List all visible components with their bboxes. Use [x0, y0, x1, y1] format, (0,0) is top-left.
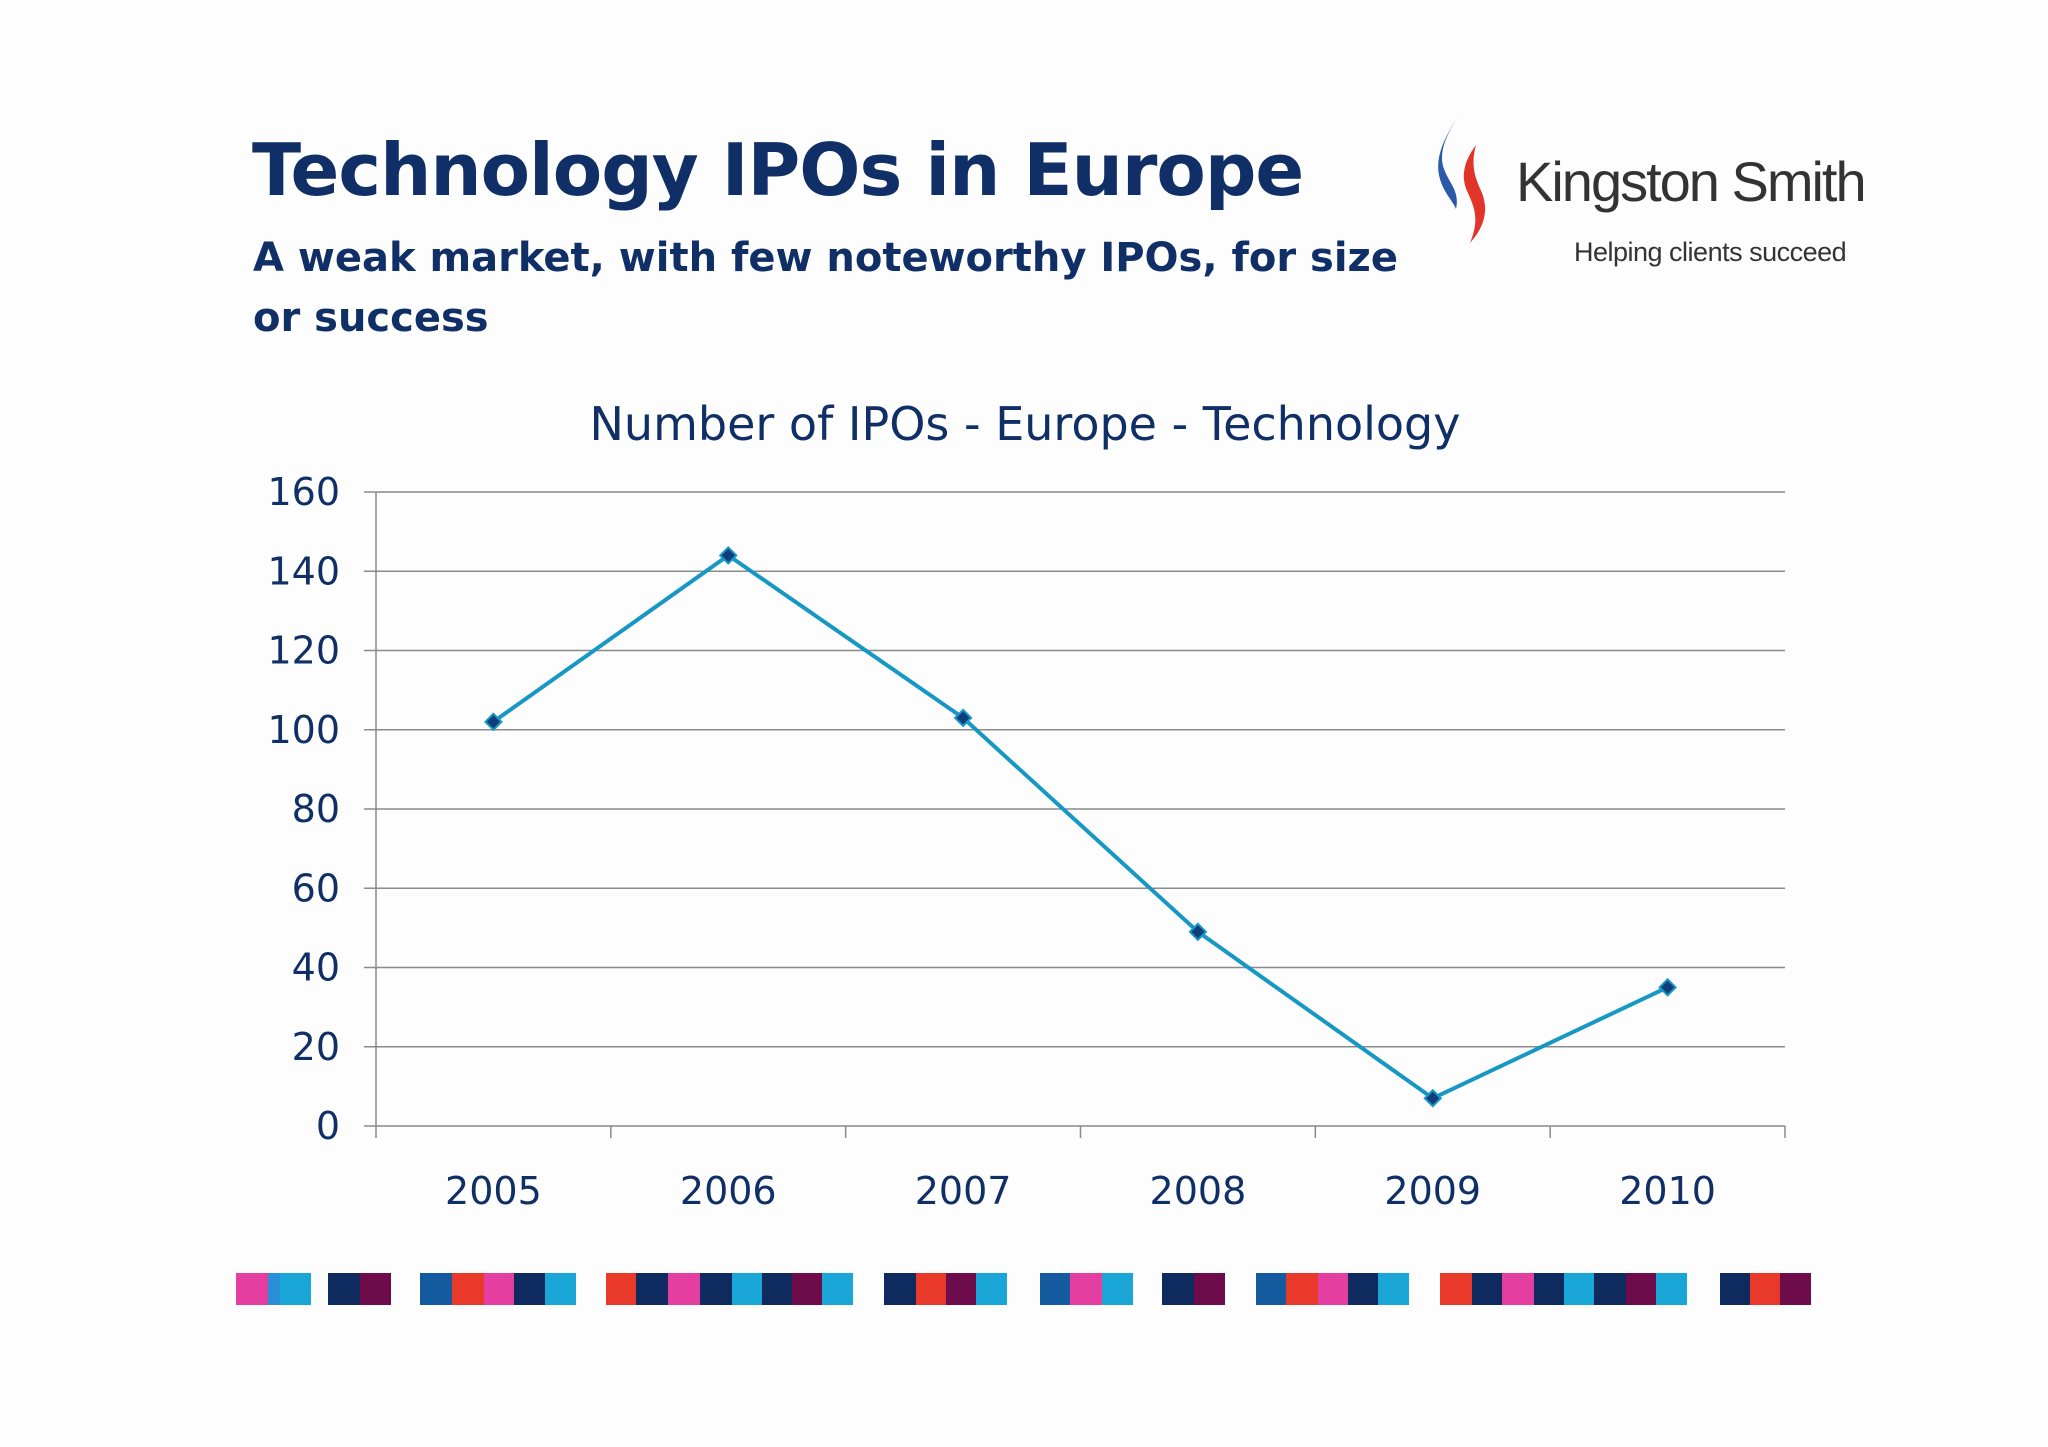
stripe-block	[762, 1273, 792, 1305]
y-tick-label: 120	[267, 629, 340, 673]
stripe-block	[1162, 1273, 1194, 1305]
stripe-block	[1286, 1273, 1318, 1305]
x-tick-label: 2005	[445, 1169, 542, 1213]
stripe-block	[545, 1273, 576, 1305]
x-tick-label: 2006	[680, 1169, 777, 1213]
logo-tagline: Helping clients succeed	[1574, 237, 1847, 267]
stripe-block	[328, 1273, 360, 1305]
stripe-block	[1472, 1273, 1502, 1305]
stripe-block	[484, 1273, 514, 1305]
stripe-block	[236, 1273, 268, 1305]
x-tick-label: 2009	[1384, 1169, 1481, 1213]
series-line	[492, 553, 1669, 1101]
stripe-block	[1348, 1273, 1378, 1305]
stripe-block	[606, 1273, 636, 1305]
data-point-marker	[718, 545, 738, 565]
stripe-block	[1594, 1273, 1626, 1305]
stripe-block	[792, 1273, 822, 1305]
stripe-block	[268, 1273, 280, 1305]
stripe-block	[1256, 1273, 1286, 1305]
stripe-block	[1440, 1273, 1472, 1305]
stripe-block	[1626, 1273, 1656, 1305]
stripe-block	[280, 1273, 311, 1305]
data-point-marker	[1658, 977, 1677, 997]
logo-name: Kingston Smith	[1516, 150, 1867, 213]
data-point-marker	[484, 712, 503, 732]
logo-mark-icon	[1438, 113, 1486, 243]
stripe-block	[976, 1273, 1007, 1305]
stripe-block	[1102, 1273, 1133, 1305]
decorative-stripe-bar	[0, 1273, 2048, 1305]
stripe-block	[668, 1273, 700, 1305]
slide-title: Technology IPOs in Europe	[252, 128, 1304, 212]
stripe-block	[884, 1273, 916, 1305]
stripe-block	[1780, 1273, 1811, 1305]
y-tick-label: 60	[292, 866, 340, 910]
stripe-block	[636, 1273, 668, 1305]
stripe-block	[514, 1273, 545, 1305]
stripe-block	[1040, 1273, 1070, 1305]
x-tick-label: 2007	[915, 1169, 1012, 1213]
chart-series	[484, 545, 1677, 1108]
stripe-block	[452, 1273, 484, 1305]
stripe-block	[1720, 1273, 1750, 1305]
chart-title: Number of IPOs - Europe - Technology	[590, 397, 1461, 451]
stripe-block	[1070, 1273, 1102, 1305]
y-tick-label: 160	[267, 470, 340, 514]
stripe-block	[360, 1273, 391, 1305]
stripe-block	[1194, 1273, 1225, 1305]
stripe-block	[732, 1273, 762, 1305]
y-tick-label: 140	[267, 549, 340, 593]
y-tick-label: 80	[292, 787, 340, 831]
y-tick-label: 20	[292, 1025, 340, 1069]
stripe-block	[700, 1273, 732, 1305]
stripe-block	[1656, 1273, 1687, 1305]
stripe-block	[420, 1273, 452, 1305]
stripe-block	[1534, 1273, 1564, 1305]
data-point-marker	[953, 708, 973, 728]
stripe-block	[916, 1273, 946, 1305]
stripe-block	[1502, 1273, 1534, 1305]
x-tick-label: 2010	[1619, 1169, 1716, 1213]
kingston-smith-logo: Kingston Smith Helping clients succeed	[1430, 105, 1867, 285]
data-point-marker	[1188, 922, 1208, 942]
stripe-block	[1378, 1273, 1409, 1305]
line-chart: Number of IPOs - Europe - Technology 0 20…	[267, 397, 1786, 1213]
chart-tick-labels: 0 20 40 60 80 100 120 140 160 2005 2006 2007 2008 200…	[267, 470, 1715, 1213]
stripe-block	[946, 1273, 976, 1305]
y-tick-label: 100	[267, 708, 340, 752]
stripe-block	[1318, 1273, 1348, 1305]
stripe-block	[1750, 1273, 1780, 1305]
x-tick-label: 2008	[1150, 1169, 1247, 1213]
stripe-block	[822, 1273, 853, 1305]
y-tick-label: 0	[316, 1104, 340, 1148]
slide-subtitle: A weak market, with few noteworthy IPOs,…	[253, 235, 1398, 341]
data-point-marker	[1423, 1088, 1443, 1108]
chart-axes	[364, 491, 1786, 1138]
chart-gridlines	[376, 491, 1785, 1048]
stripe-block	[1564, 1273, 1594, 1305]
y-tick-label: 40	[292, 946, 340, 990]
